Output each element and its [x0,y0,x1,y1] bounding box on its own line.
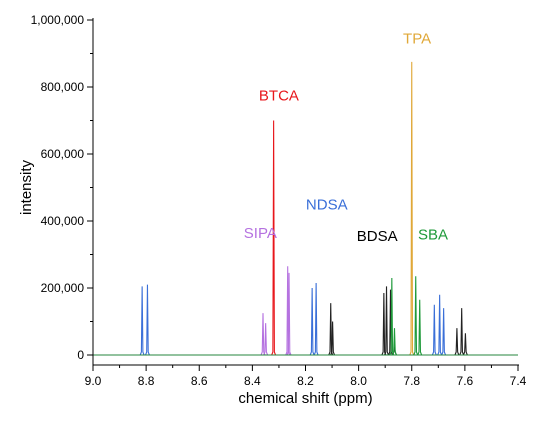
peak-ndsa [313,282,319,356]
x-tick-label: 8.6 [191,374,208,388]
peak-ndsa [144,284,150,356]
y-tick-label: 800,000 [41,80,85,94]
y-tick-label: 400,000 [41,214,85,228]
label-sba: SBA [418,226,448,243]
peak-ndsa [309,287,315,356]
peak-bdsa [388,289,393,356]
peak-sipa [263,323,269,356]
label-ndsa: NDSA [306,196,348,213]
peak-ndsa [139,286,145,356]
label-tpa: TPA [403,30,431,47]
tick-layer: 9.0 8.8 8.6 8.4 8.2 8.0 7.8 7.6 7.4 0 200,000 400,0… [31,13,527,388]
peak-sipa [260,313,266,356]
series-layer [93,61,518,356]
peak-bdsa [384,286,389,356]
annotation-layer: BTCA TPA NDSA SIPA BDSA SBA [244,30,448,245]
label-sipa: SIPA [244,225,277,242]
series-ndsa [93,282,518,356]
y-tick-label: 600,000 [41,147,85,161]
x-tick-label: 9.0 [85,374,102,388]
peak-tpa [409,61,415,356]
peak-ndsa [441,308,447,356]
peak-sba [417,299,423,356]
peak-sipa [286,272,292,356]
y-tick-label: 0 [77,348,84,362]
x-tick-label: 8.2 [297,374,314,388]
series-bdsa [93,286,518,356]
label-bdsa: BDSA [357,228,398,245]
series-btca [93,120,518,356]
series-sipa [93,266,518,356]
peak-bdsa [459,308,465,356]
peak-bdsa [330,321,336,356]
label-btca: BTCA [259,87,299,104]
x-tick-label: 8.4 [244,374,261,388]
peak-sipa [285,266,291,356]
peak-sba [413,276,419,356]
y-tick-label: 1,000,000 [31,13,85,27]
peak-bdsa [454,328,460,356]
x-tick-label: 8.8 [138,374,155,388]
x-tick-label: 7.4 [510,374,527,388]
peak-ndsa [437,294,443,356]
peak-bdsa [381,293,387,356]
x-axis-title: chemical shift (ppm) [238,390,372,407]
peak-bdsa [462,333,468,356]
peak-sba [392,328,397,356]
peak-ndsa [431,304,437,356]
series-sba [93,276,518,356]
axis-layer [92,18,519,366]
x-tick-label: 7.6 [457,374,474,388]
peak-btca [271,120,277,356]
x-tick-label: 7.8 [403,374,420,388]
y-tick-label: 200,000 [41,281,85,295]
x-tick-label: 8.0 [350,374,367,388]
y-axis-title: intensity [18,159,35,215]
